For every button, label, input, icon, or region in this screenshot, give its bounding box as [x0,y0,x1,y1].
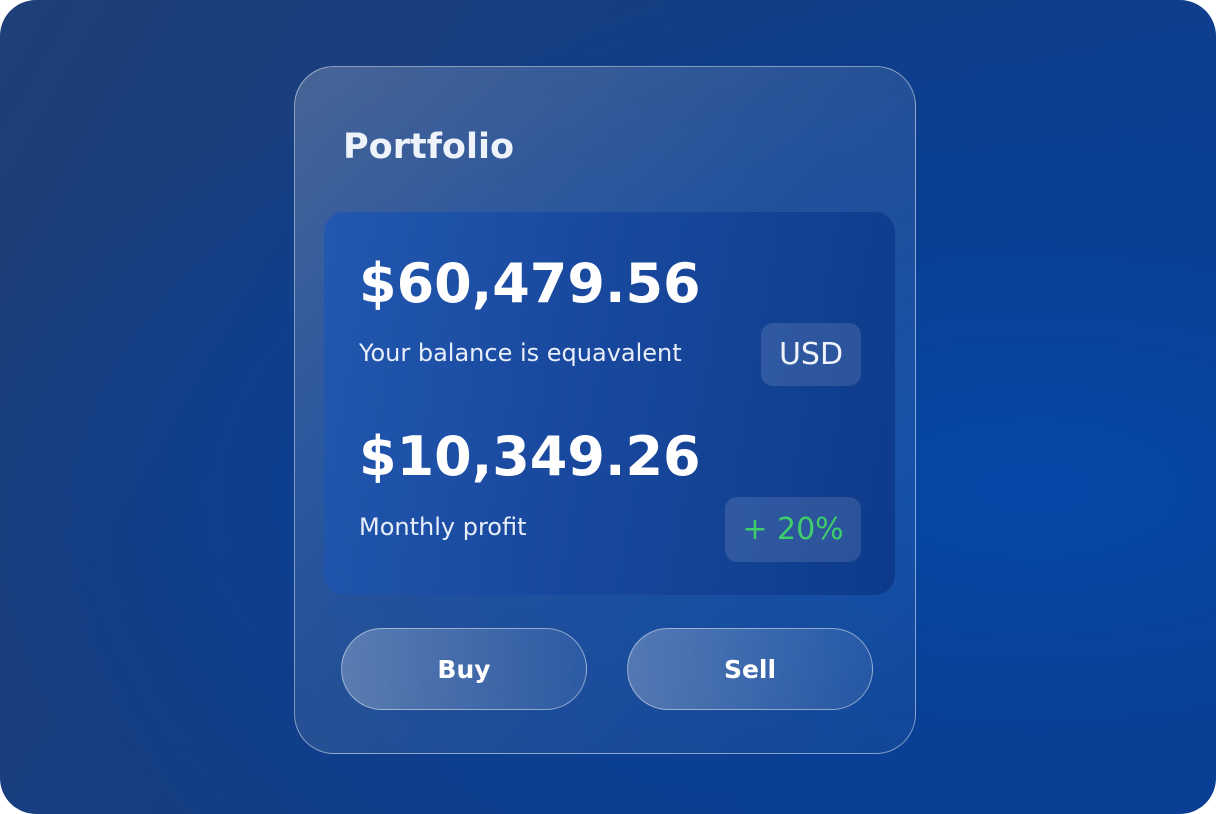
sell-button[interactable]: Sell [627,628,873,710]
profit-change-badge: + 20% [725,497,861,562]
balance-amount: $60,479.56 [359,252,701,315]
card-title: Portfolio [343,127,515,167]
balance-panel: $60,479.56 Your balance is equavalent US… [324,212,895,595]
currency-badge[interactable]: USD [761,323,861,386]
portfolio-card: Portfolio $60,479.56 Your balance is equ… [294,66,916,754]
profit-label: Monthly profit [359,513,527,541]
balance-label: Your balance is equavalent [359,339,682,367]
profit-amount: $10,349.26 [359,425,701,488]
buy-button[interactable]: Buy [341,628,587,710]
